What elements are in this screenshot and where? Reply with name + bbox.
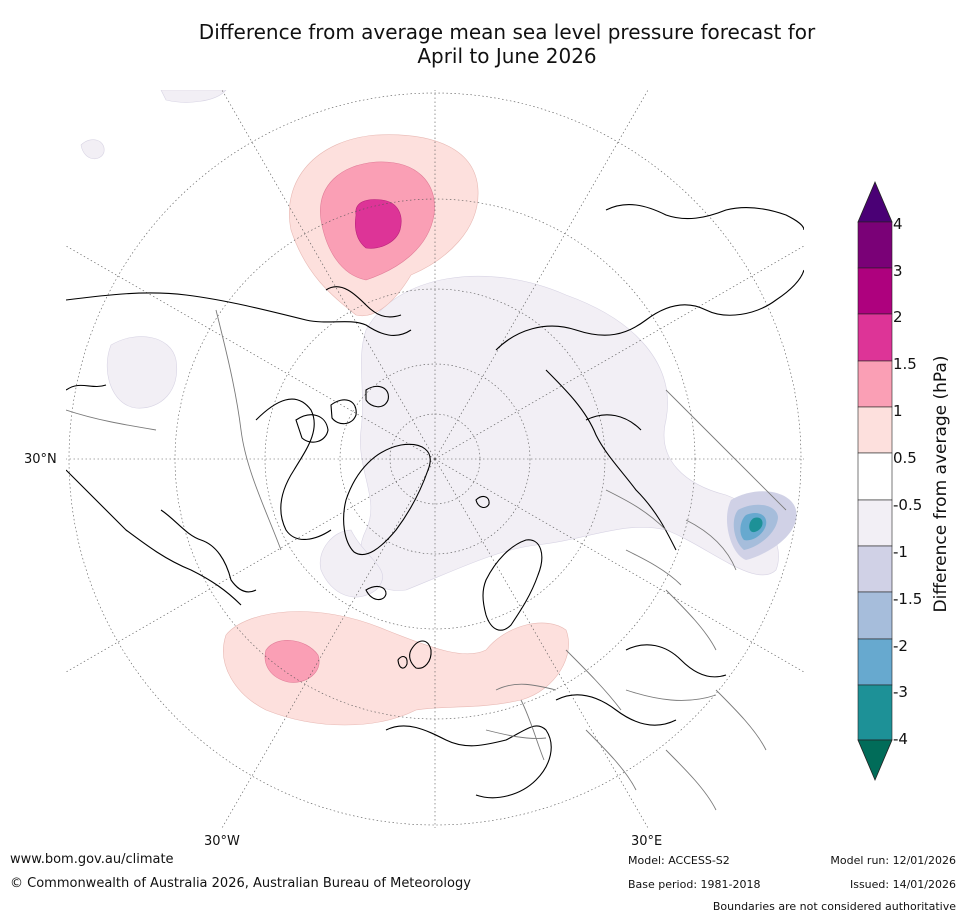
north-pacific-negative-blob — [160, 90, 227, 103]
polar-map[interactable] — [66, 90, 804, 828]
lon-label-30w: 30°W — [204, 834, 240, 849]
colorbar-tick-3: 3 — [893, 262, 903, 280]
graticule — [66, 90, 804, 828]
british-isles-coast — [409, 640, 432, 669]
colorbar-tick-m4: -4 — [893, 730, 908, 748]
colorbar-segment-m3-m4 — [857, 684, 893, 741]
colorbar-extend-min — [857, 739, 893, 782]
map-panel[interactable] — [66, 90, 804, 828]
north-pacific-high-core — [355, 199, 402, 249]
colorbar-tick-1: 1 — [893, 402, 903, 420]
colorbar-segment-3-4 — [857, 221, 893, 269]
base-period-text: Base period: 1981-2018 — [628, 878, 761, 891]
colorbar-segment-m0.5-m1 — [857, 499, 893, 547]
colorbar-segment-2-3 — [857, 267, 893, 315]
north-atlantic-high-core — [264, 640, 320, 683]
copyright-text: © Commonwealth of Australia 2026, Austra… — [10, 876, 471, 891]
colorbar-segment-m2-m3 — [857, 638, 893, 686]
colorbar-segment-0.5-1 — [857, 406, 893, 454]
colorbar-tick-m0.5: -0.5 — [893, 496, 923, 514]
colorbar-segment-m1.5-m2 — [857, 591, 893, 640]
colorbar-tick-m3: -3 — [893, 683, 908, 701]
colorbar-segment-m1-m1.5 — [857, 545, 893, 593]
asia-low-core — [749, 517, 763, 533]
model-run-text: Model run: 12/01/2026 — [830, 854, 956, 867]
colorbar-segment-1.5-2 — [857, 313, 893, 362]
colorbar — [857, 180, 893, 782]
country-borders — [66, 309, 787, 811]
colorbar-tick-4: 4 — [893, 215, 903, 233]
colorbar-segment-neutral — [857, 452, 893, 501]
north-atlantic-high-outer — [223, 611, 569, 726]
greenland-coast — [343, 443, 431, 556]
map-title: Difference from average mean sea level p… — [0, 20, 965, 68]
scandinavia-coast — [482, 539, 543, 631]
colorbar-tick-1.5: 1.5 — [893, 355, 917, 373]
issued-text: Issued: 14/01/2026 — [849, 878, 956, 891]
colorbar-tick-0.5: 0.5 — [893, 449, 917, 467]
pacific-negative-blob — [106, 336, 178, 409]
lon-label-30e: 30°E — [631, 834, 663, 849]
colorbar-tick-m1: -1 — [893, 543, 908, 561]
map-title-line1: Difference from average mean sea level p… — [198, 20, 816, 44]
arctic-negative-region — [360, 275, 779, 591]
colorbar-extend-max — [857, 180, 893, 223]
colorbar-tick-2: 2 — [893, 308, 903, 326]
colorbar-title: Difference from average (hPa) — [931, 355, 951, 613]
boundaries-note: Boundaries are not considered authoritat… — [712, 900, 956, 913]
website-link[interactable]: www.bom.gov.au/climate — [10, 852, 174, 867]
lat-label-30n: 30°N — [24, 452, 57, 467]
greenland-negative-region — [319, 529, 383, 598]
colorbar-segment-1-1.5 — [857, 360, 893, 408]
small-negative-blob — [80, 139, 105, 159]
colorbar-tick-m2: -2 — [893, 637, 908, 655]
map-title-line2: April to June 2026 — [417, 44, 597, 68]
coastlines — [66, 204, 804, 799]
colorbar-tick-m1.5: -1.5 — [893, 590, 923, 608]
model-text: Model: ACCESS-S2 — [628, 854, 730, 867]
